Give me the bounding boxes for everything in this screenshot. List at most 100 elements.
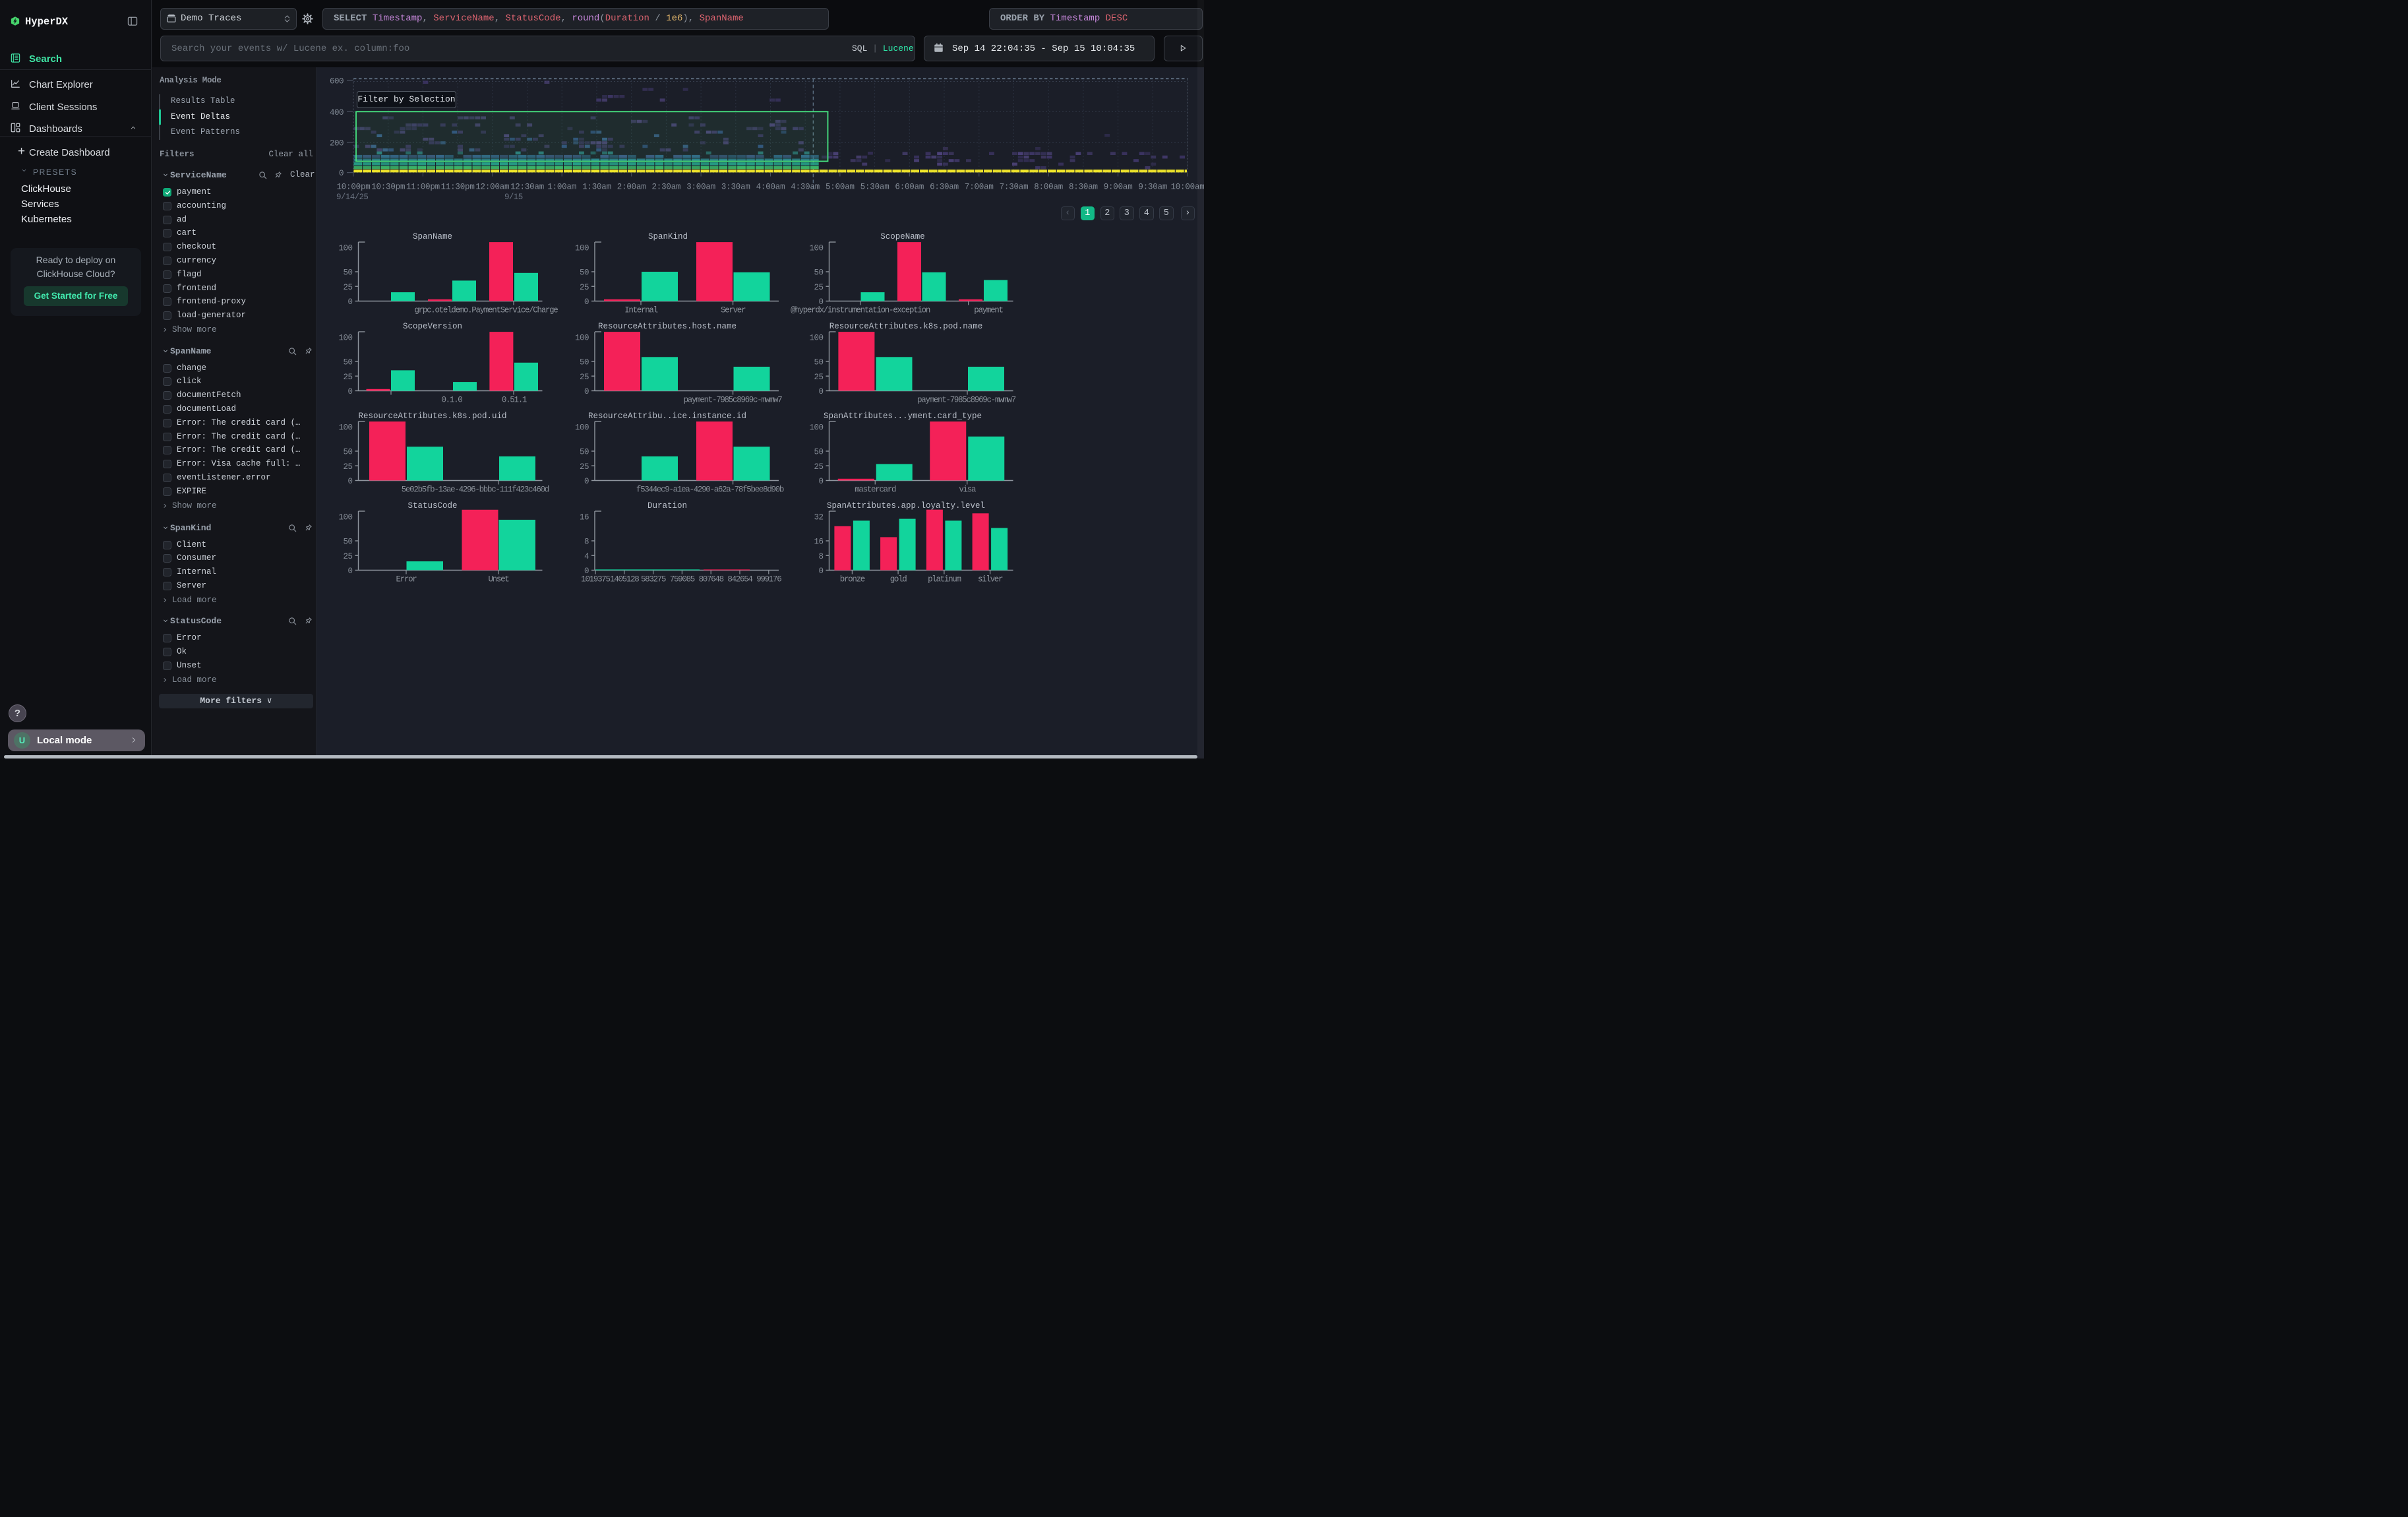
svg-text:ScopeVersion: ScopeVersion xyxy=(403,322,462,331)
svg-text:payment: payment xyxy=(974,306,1003,315)
svg-text:50: 50 xyxy=(343,268,352,278)
svg-text:0: 0 xyxy=(347,567,352,576)
svg-text:0: 0 xyxy=(347,297,352,307)
svg-text:Unset: Unset xyxy=(488,575,509,584)
svg-text:ResourceAttributes.k8s.pod.nam: ResourceAttributes.k8s.pod.name xyxy=(829,322,983,331)
svg-text:9:30am: 9:30am xyxy=(1138,183,1167,192)
svg-text:ResourceAttributes.host.name: ResourceAttributes.host.name xyxy=(598,322,737,331)
svg-text:grpc.oteldemo.PaymentService/C: grpc.oteldemo.PaymentService/Charge xyxy=(414,306,558,315)
svg-text:11:30pm: 11:30pm xyxy=(441,183,475,192)
svg-text:50: 50 xyxy=(343,538,352,547)
svg-text:0: 0 xyxy=(818,477,823,486)
svg-text:1:30am: 1:30am xyxy=(582,183,611,192)
svg-text:50: 50 xyxy=(814,448,823,457)
svg-text:0: 0 xyxy=(584,297,589,307)
svg-text:583275: 583275 xyxy=(641,575,666,584)
svg-text:8: 8 xyxy=(818,552,823,561)
svg-text:100: 100 xyxy=(338,244,352,253)
svg-text:50: 50 xyxy=(814,268,823,278)
svg-text:759085: 759085 xyxy=(670,575,695,584)
svg-text:0: 0 xyxy=(818,387,823,396)
svg-text:100: 100 xyxy=(338,334,352,343)
svg-text:842654: 842654 xyxy=(727,575,752,584)
svg-text:100: 100 xyxy=(809,244,823,253)
svg-text:4: 4 xyxy=(584,552,589,561)
svg-text:10:30pm: 10:30pm xyxy=(371,183,405,192)
svg-text:16: 16 xyxy=(814,538,823,547)
svg-text:ResourceAttribu..ice.instance.: ResourceAttribu..ice.instance.id xyxy=(588,412,746,421)
svg-text:platinum: platinum xyxy=(928,575,961,584)
svg-text:2:00am: 2:00am xyxy=(617,183,646,192)
svg-text:25: 25 xyxy=(814,373,823,382)
svg-text:3:30am: 3:30am xyxy=(721,183,750,192)
svg-text:gold: gold xyxy=(890,575,907,584)
svg-text:600: 600 xyxy=(330,77,344,86)
svg-text:100: 100 xyxy=(575,244,589,253)
svg-text:ResourceAttributes.k8s.pod.uid: ResourceAttributes.k8s.pod.uid xyxy=(358,412,506,421)
svg-text:Server: Server xyxy=(721,306,746,315)
svg-text:5:00am: 5:00am xyxy=(826,183,855,192)
svg-text:12:30am: 12:30am xyxy=(510,183,544,192)
svg-text:25: 25 xyxy=(343,552,352,561)
svg-text:0: 0 xyxy=(584,477,589,486)
svg-text:1405128: 1405128 xyxy=(610,575,639,584)
svg-text:7:30am: 7:30am xyxy=(1000,183,1029,192)
svg-text:25: 25 xyxy=(580,462,589,472)
svg-text:100: 100 xyxy=(809,334,823,343)
svg-text:f5344ec9-a1ea-4290-a62a-78f5be: f5344ec9-a1ea-4290-a62a-78f5bee8d90b xyxy=(636,485,784,495)
svg-text:8: 8 xyxy=(584,538,589,547)
svg-text:25: 25 xyxy=(814,283,823,292)
svg-text:Internal: Internal xyxy=(624,306,657,315)
svg-text:12:00am: 12:00am xyxy=(475,183,509,192)
svg-text:0: 0 xyxy=(347,477,352,486)
svg-text:50: 50 xyxy=(580,448,589,457)
svg-text:50: 50 xyxy=(343,358,352,367)
svg-text:4:00am: 4:00am xyxy=(756,183,785,192)
svg-text:3:00am: 3:00am xyxy=(686,183,715,192)
svg-text:0: 0 xyxy=(584,567,589,576)
svg-text:SpanName: SpanName xyxy=(413,232,452,241)
svg-text:SpanAttributes...yment.card_ty: SpanAttributes...yment.card_type xyxy=(824,412,982,421)
svg-text:7:00am: 7:00am xyxy=(965,183,994,192)
svg-text:100: 100 xyxy=(809,423,823,433)
svg-text:Error: Error xyxy=(396,575,417,584)
svg-text:Duration: Duration xyxy=(647,501,687,511)
svg-text:8:30am: 8:30am xyxy=(1069,183,1098,192)
svg-text:0: 0 xyxy=(818,567,823,576)
svg-text:25: 25 xyxy=(580,283,589,292)
svg-text:mastercard: mastercard xyxy=(855,485,896,495)
svg-text:visa: visa xyxy=(959,485,977,495)
svg-text:100: 100 xyxy=(338,423,352,433)
svg-text:5e02b5fb-13ae-4296-bbbc-111f42: 5e02b5fb-13ae-4296-bbbc-111f423c460d xyxy=(402,485,549,495)
svg-text:0: 0 xyxy=(339,169,344,178)
svg-text:bronze: bronze xyxy=(840,575,865,584)
svg-text:1:00am: 1:00am xyxy=(547,183,576,192)
svg-text:payment-7985c8969c-mwmw7: payment-7985c8969c-mwmw7 xyxy=(684,396,783,405)
svg-text:32: 32 xyxy=(814,513,823,522)
svg-text:0.1.0: 0.1.0 xyxy=(441,396,462,405)
svg-text:9:00am: 9:00am xyxy=(1104,183,1133,192)
svg-text:6:00am: 6:00am xyxy=(895,183,924,192)
svg-text:4:30am: 4:30am xyxy=(791,183,820,192)
svg-text:100: 100 xyxy=(575,423,589,433)
svg-text:silver: silver xyxy=(978,575,1003,584)
svg-text:25: 25 xyxy=(343,462,352,472)
svg-text:2:30am: 2:30am xyxy=(651,183,680,192)
svg-text:0: 0 xyxy=(584,387,589,396)
svg-text:SpanKind: SpanKind xyxy=(648,232,688,241)
svg-text:6:30am: 6:30am xyxy=(930,183,959,192)
svg-text:25: 25 xyxy=(343,283,352,292)
svg-text:400: 400 xyxy=(330,108,344,117)
svg-text:StatusCode: StatusCode xyxy=(407,501,457,511)
svg-text:10:00pm: 10:00pm xyxy=(336,183,370,192)
svg-text:0.51.1: 0.51.1 xyxy=(502,396,527,405)
svg-text:11:00pm: 11:00pm xyxy=(406,183,440,192)
svg-text:50: 50 xyxy=(343,448,352,457)
svg-text:25: 25 xyxy=(580,373,589,382)
svg-text:0: 0 xyxy=(818,297,823,307)
svg-text:100: 100 xyxy=(338,513,352,522)
svg-text:ScopeName: ScopeName xyxy=(880,232,925,241)
svg-text:payment-7985c8969c-mwmw7: payment-7985c8969c-mwmw7 xyxy=(917,396,1016,405)
svg-text:8:00am: 8:00am xyxy=(1034,183,1063,192)
svg-text:@hyperdx/instrumentation-excep: @hyperdx/instrumentation-exception xyxy=(791,306,930,315)
